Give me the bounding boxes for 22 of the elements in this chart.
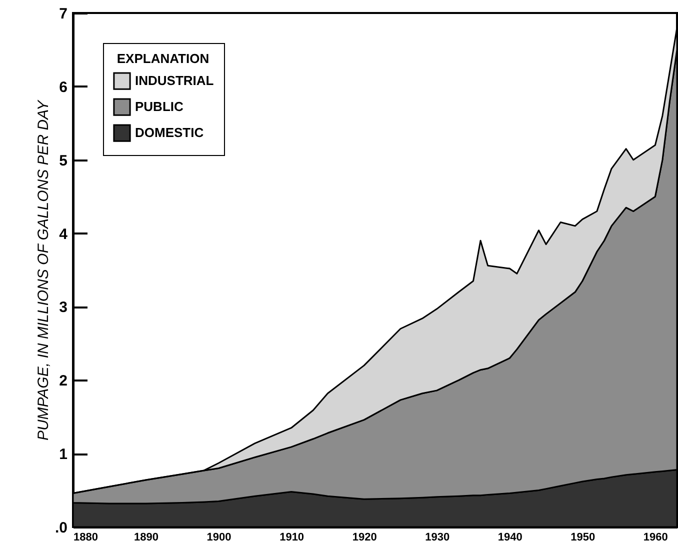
y-tick-label: .0	[54, 520, 68, 536]
y-tick-label: 4	[59, 226, 68, 243]
y-tick-label: 7	[59, 6, 68, 22]
x-tick-label: 1900	[206, 532, 232, 544]
x-tick-label: 1950	[570, 532, 596, 544]
y-tick-label: 6	[59, 78, 68, 96]
x-tick-label: 1910	[280, 532, 304, 544]
y-tick-label: 3	[59, 299, 68, 316]
x-tick-label: 1940	[498, 532, 522, 544]
x-tick-label: 1960	[643, 532, 668, 544]
x-tick-label: 1920	[352, 532, 377, 544]
legend-title: EXPLANATION	[116, 51, 210, 66]
legend-label: DOMESTIC	[135, 125, 204, 140]
y-tick-label: 2	[59, 372, 68, 390]
y-tick-label: 1	[59, 446, 68, 464]
x-tick-label: 1880	[74, 532, 98, 544]
x-tick-label: 1890	[134, 532, 159, 544]
y-axis-title: PUMPAGE, IN MILLIONS OF GALLONS PER DAY	[34, 99, 52, 441]
legend-label: INDUSTRIAL	[135, 73, 214, 88]
legend-label: PUBLIC	[135, 99, 184, 114]
x-tick-label: 1930	[425, 532, 450, 544]
y-tick-label: 5	[59, 152, 68, 170]
